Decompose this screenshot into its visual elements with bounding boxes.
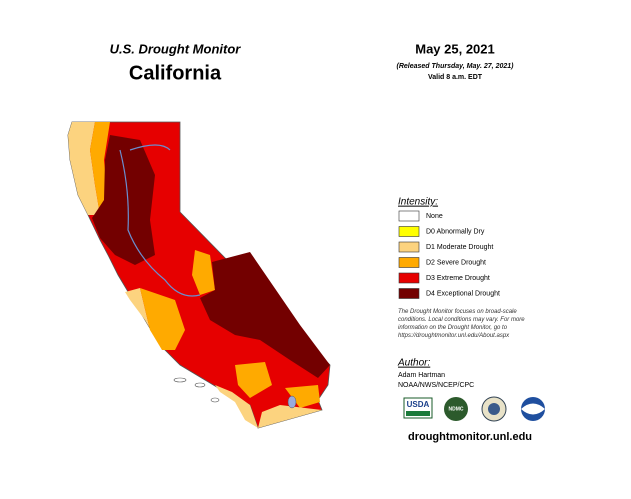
legend: None D0 Abnormally Dry D1 Moderate Drought… <box>398 210 500 299</box>
usda-text: USDA <box>407 400 430 409</box>
legend-label: None <box>426 213 443 220</box>
noaa-emblem <box>521 403 545 415</box>
d1-central-coast <box>125 288 165 352</box>
legend-swatch <box>398 288 420 299</box>
legend-label: D3 Extreme Drought <box>426 275 490 282</box>
legend-label: D1 Moderate Drought <box>426 244 493 251</box>
state-title: California <box>129 62 222 84</box>
legend-title: Intensity: <box>398 197 438 208</box>
legend-label: D2 Severe Drought <box>426 259 486 266</box>
commerce-emblem <box>488 403 500 415</box>
released-date: (Released Thursday, May. 27, 2021) <box>397 63 515 70</box>
d2-south-1 <box>235 362 272 398</box>
d4-north <box>92 135 155 265</box>
author-name: Adam Hartman <box>398 372 445 379</box>
california-map <box>67 121 331 429</box>
author-title: Author: <box>397 358 430 369</box>
d2-south-2 <box>285 385 320 408</box>
d2-sierra <box>192 250 215 295</box>
valid-time: Valid 8 a.m. EDT <box>428 74 483 81</box>
website: droughtmonitor.unl.edu <box>408 431 532 443</box>
date: May 25, 2021 <box>415 41 495 56</box>
ndmc-text: NDMC <box>449 406 464 412</box>
d1-southeast <box>258 405 322 428</box>
channel-islands <box>173 377 220 403</box>
ndmc-logo <box>444 397 468 421</box>
author-org: NOAA/NWS/NCEP/CPC <box>398 382 474 389</box>
d1-north-coast <box>68 122 100 215</box>
legend-label: D0 Abnormally Dry <box>426 228 485 235</box>
d4-south <box>200 252 330 378</box>
logos: USDA NDMC <box>403 396 545 422</box>
legend-label: D4 Exceptional Drought <box>426 290 500 297</box>
rivers <box>119 144 201 297</box>
legend-swatch <box>398 226 420 237</box>
legend-swatch <box>398 257 420 268</box>
legend-swatch <box>398 241 420 253</box>
legend-swatch <box>398 210 420 222</box>
d2-central-coast <box>140 288 185 350</box>
legend-swatch <box>398 272 420 284</box>
agency-title: U.S. Drought Monitor <box>110 41 242 56</box>
salton-sea <box>287 395 297 409</box>
disclaimer-note: The Drought Monitor focuses on broad-sca… <box>398 309 525 339</box>
usda-stripe <box>406 411 430 416</box>
d1-south-coast <box>215 385 258 428</box>
